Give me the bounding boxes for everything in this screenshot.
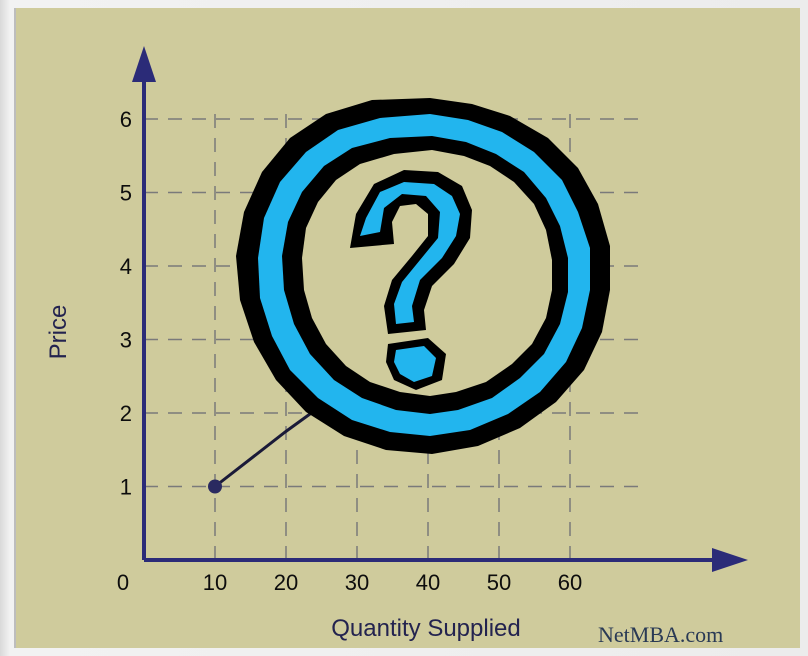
- x-tick-label: 20: [274, 570, 298, 595]
- question-mark-icon: [236, 98, 610, 454]
- y-tick-label: 3: [120, 328, 132, 353]
- y-tick-label: 2: [120, 401, 132, 426]
- x-tick-label: 40: [416, 570, 440, 595]
- data-point: [208, 479, 222, 494]
- x-tick-labels: 0 10 20 30 40 50 60: [117, 570, 582, 595]
- x-axis-arrow: [712, 548, 748, 572]
- x-tick-label: 0: [117, 570, 129, 595]
- y-tick-label: 4: [120, 254, 132, 279]
- x-tick-label: 10: [203, 570, 227, 595]
- y-axis-title: Price: [45, 305, 72, 360]
- x-axis-title: Quantity Supplied: [331, 615, 520, 642]
- y-tick-label: 5: [120, 181, 132, 206]
- x-tick-label: 30: [345, 570, 369, 595]
- y-tick-labels: 1 2 3 4 5 6: [120, 107, 132, 500]
- netmba-credit: NetMBA.com: [598, 622, 723, 647]
- x-tick-label: 50: [487, 570, 511, 595]
- y-tick-label: 1: [120, 475, 132, 500]
- y-axis-arrow: [132, 46, 156, 82]
- axes: [132, 46, 748, 572]
- y-tick-label: 6: [120, 107, 132, 132]
- x-tick-label: 60: [558, 570, 582, 595]
